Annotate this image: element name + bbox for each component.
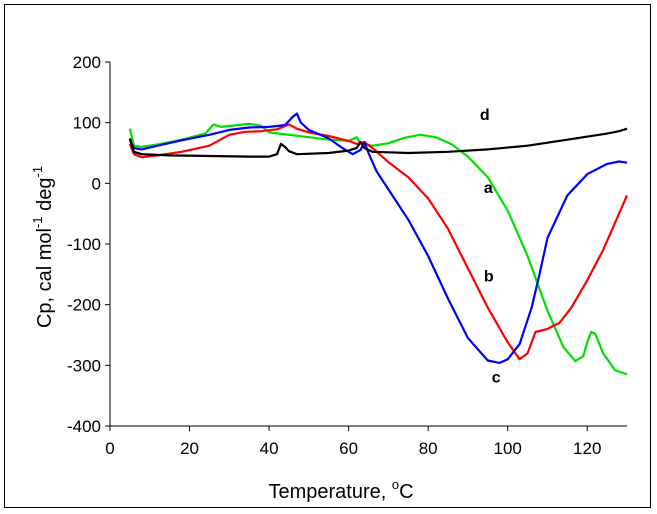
x-tick-label: 20 <box>180 439 199 458</box>
series-layer <box>128 112 629 376</box>
y-axis-title: Cp, cal mol-1 deg-1 <box>30 166 56 328</box>
y-tick-label: -300 <box>67 356 101 375</box>
x-tick-label: 60 <box>339 439 358 458</box>
x-tick-label: 80 <box>419 439 438 458</box>
chart-frame: 0 20 40 60 80 100 120 200 100 0 -100 -200 -300 -400 d… <box>4 4 651 508</box>
x-tick-label: 120 <box>573 439 601 458</box>
ticks-layer: 0 20 40 60 80 100 120 200 100 0 -100 -200 -300 -400 <box>67 53 601 458</box>
curve-label-c: c <box>492 369 501 386</box>
curve-label-b: b <box>484 269 494 286</box>
x-tick-label: 100 <box>494 439 522 458</box>
y-tick-label: -200 <box>67 296 101 315</box>
curve-label-a: a <box>484 180 493 197</box>
y-tick-label: -100 <box>67 235 101 254</box>
x-axis-title: Temperature, oC <box>268 477 413 503</box>
x-tick-label: 0 <box>105 439 114 458</box>
y-tick-label: 0 <box>92 174 101 193</box>
cp-vs-temperature-chart: 0 20 40 60 80 100 120 200 100 0 -100 -200 -300 -400 d… <box>30 53 629 503</box>
y-tick-label: 200 <box>73 53 101 72</box>
series-line-a <box>128 122 628 376</box>
curve-label-d: d <box>480 107 490 124</box>
annotation-layer: d a b c <box>480 107 501 386</box>
y-tick-label: 100 <box>73 114 101 133</box>
x-tick-label: 40 <box>260 439 279 458</box>
axes-layer <box>109 62 627 427</box>
y-tick-label: -400 <box>67 417 101 436</box>
series-line-d <box>128 127 628 158</box>
series-line-c <box>128 112 628 364</box>
series-line-b <box>128 123 629 361</box>
